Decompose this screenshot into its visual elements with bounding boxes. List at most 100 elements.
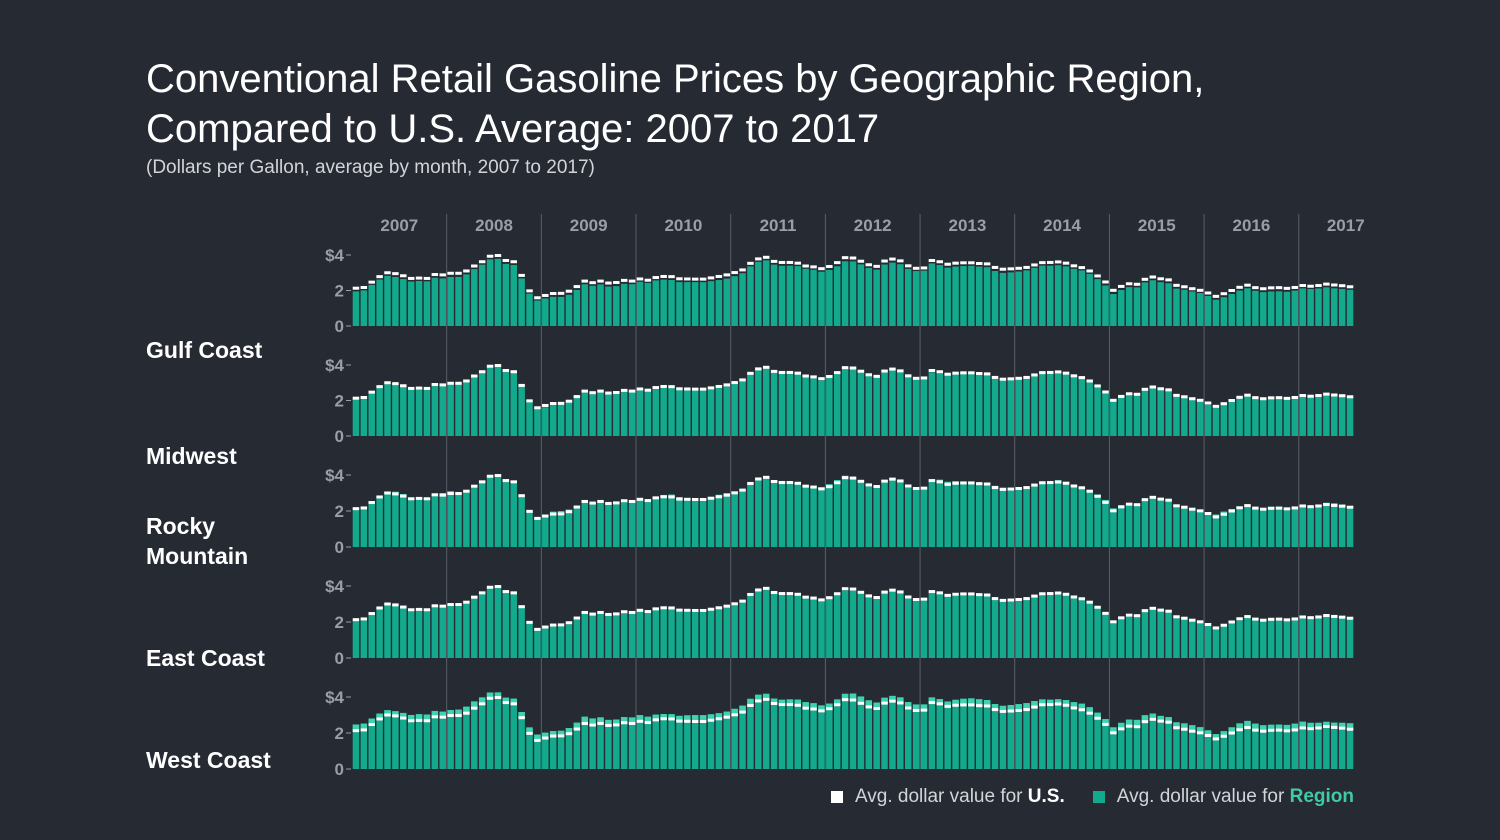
region-bar: [715, 713, 723, 769]
region-bar-excess: [976, 699, 983, 706]
region-bar-excess: [833, 699, 841, 705]
region-bar: [755, 479, 762, 547]
us-average-marker: [494, 364, 502, 368]
us-average-marker: [1346, 505, 1354, 509]
us-average-marker: [652, 496, 659, 500]
region-bar: [920, 599, 928, 658]
us-average-marker: [818, 267, 825, 271]
region-bar: [542, 407, 549, 436]
us-average-marker: [549, 734, 557, 738]
region-bar: [1054, 593, 1062, 658]
us-average-marker: [1181, 616, 1188, 620]
region-bar: [1078, 599, 1086, 658]
region-bar: [1181, 507, 1188, 547]
us-average-marker: [731, 713, 738, 717]
us-average-marker: [486, 474, 494, 478]
region-bar: [699, 282, 707, 326]
us-average-marker: [1165, 498, 1172, 502]
us-average-marker: [534, 296, 541, 300]
us-average-marker: [392, 382, 399, 386]
us-average-marker: [999, 267, 1007, 271]
region-bar: [960, 265, 967, 326]
region-bar-excess: [794, 699, 802, 706]
region-bar: [1228, 623, 1235, 658]
us-average-marker: [1338, 394, 1346, 398]
us-average-marker: [699, 277, 707, 281]
region-bar-excess: [478, 697, 486, 704]
us-average-marker: [1204, 623, 1212, 627]
region-bar: [1015, 488, 1022, 547]
us-average-marker: [849, 476, 857, 480]
region-bar: [1338, 722, 1346, 769]
region-bar: [1299, 617, 1306, 658]
region-bar: [731, 708, 738, 769]
region-bar: [936, 479, 944, 547]
region-bar: [510, 698, 517, 769]
us-average-marker: [707, 607, 715, 611]
region-bar: [478, 593, 486, 658]
us-average-marker: [581, 499, 588, 503]
region-bar: [881, 264, 888, 326]
region-bar: [904, 486, 912, 547]
region-bar: [952, 481, 959, 547]
us-average-marker: [976, 593, 983, 597]
us-average-marker: [518, 273, 525, 277]
region-bar: [952, 266, 959, 326]
region-bar: [581, 501, 588, 547]
us-average-marker: [1094, 384, 1101, 388]
region-bar: [1078, 487, 1086, 547]
region-bar: [857, 264, 865, 326]
y-tick-label: 0: [335, 760, 344, 779]
region-bar: [731, 605, 738, 658]
region-bar: [983, 700, 991, 769]
year-label: 2015: [1138, 216, 1176, 235]
region-bar-excess: [1267, 724, 1275, 731]
us-average-marker: [707, 386, 715, 390]
region-bar: [1204, 404, 1212, 436]
us-average-marker: [928, 479, 936, 483]
us-average-marker: [794, 371, 802, 375]
region-bar-excess: [841, 693, 849, 700]
region-bar: [747, 698, 754, 769]
year-label: 2014: [1043, 216, 1081, 235]
us-average-marker: [1173, 393, 1180, 397]
us-average-marker: [494, 585, 502, 589]
us-average-marker: [818, 377, 825, 381]
region-bar: [1047, 481, 1054, 547]
region-bar-excess: [1331, 722, 1338, 728]
us-average-marker: [1062, 592, 1070, 596]
region-bar: [628, 390, 636, 436]
region-bar: [660, 494, 667, 547]
region-bar: [1039, 265, 1046, 326]
region-bar: [352, 620, 360, 658]
us-average-marker: [723, 604, 730, 608]
region-bar: [991, 704, 999, 769]
us-average-marker: [849, 366, 857, 370]
region-bar: [526, 293, 533, 326]
region-bar: [447, 491, 454, 547]
us-average-marker: [644, 721, 652, 725]
region-bar: [1094, 279, 1101, 326]
us-average-marker: [526, 731, 533, 735]
legend-swatch-us: [830, 791, 843, 803]
region-bar-excess: [1031, 701, 1038, 708]
region-bar: [676, 282, 683, 326]
region-bar: [1331, 503, 1338, 547]
region-bar-excess: [920, 704, 928, 711]
region-bar: [944, 267, 951, 326]
us-average-marker: [999, 487, 1007, 491]
us-average-marker: [407, 386, 415, 390]
region-bar: [1204, 512, 1212, 547]
us-average-marker: [565, 732, 573, 736]
us-average-marker: [881, 701, 888, 705]
region-bar: [739, 490, 746, 547]
region-bar: [747, 595, 754, 658]
us-average-marker: [1181, 395, 1188, 399]
region-bar: [1244, 720, 1251, 769]
region-bar: [952, 699, 959, 769]
region-bar: [1094, 494, 1101, 547]
y-tick-label: 2: [335, 502, 344, 521]
us-average-marker: [833, 481, 841, 485]
region-bar-excess: [944, 701, 951, 707]
region-bar: [684, 611, 691, 658]
